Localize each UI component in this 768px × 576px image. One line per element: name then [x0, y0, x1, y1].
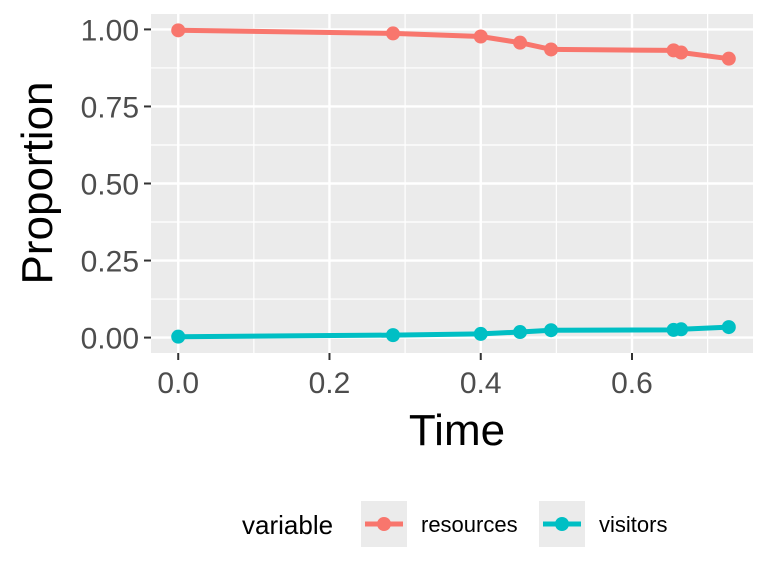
data-point-visitors	[674, 322, 689, 337]
y-axis-title: Proportion	[13, 81, 62, 284]
data-point-visitors	[171, 329, 186, 344]
legend-label-resources: resources	[421, 512, 518, 537]
x-axis-title: Time	[409, 406, 505, 455]
x-axis: 0.0 0.2 0.4 0.6	[157, 353, 653, 400]
x-tick-label: 0.2	[309, 367, 351, 400]
legend-items: resources visitors	[361, 501, 667, 547]
y-tick-label: 0.25	[81, 246, 139, 279]
x-tick-label: 0.4	[460, 367, 502, 400]
legend-key-point-resources	[377, 517, 391, 531]
x-tick-label: 0.0	[157, 367, 199, 400]
y-axis: 0.00 0.25 0.50 0.75 1.00	[81, 14, 151, 356]
legend-label-visitors: visitors	[599, 512, 667, 537]
data-point-resources	[386, 26, 401, 41]
y-tick-label: 0.50	[81, 169, 139, 202]
data-point-visitors	[721, 320, 736, 335]
legend-key-point-visitors	[555, 517, 569, 531]
data-point-resources	[513, 35, 528, 50]
data-point-resources	[473, 29, 488, 44]
y-tick-label: 0.75	[81, 91, 139, 124]
series-layer	[171, 23, 736, 344]
y-tick-label: 0.00	[81, 323, 139, 356]
data-point-visitors	[544, 323, 559, 338]
data-point-resources	[674, 45, 689, 60]
data-point-resources	[721, 51, 736, 66]
legend-title: variable	[242, 510, 333, 540]
legend: variable resources visitors	[242, 501, 667, 547]
data-point-visitors	[386, 328, 401, 343]
y-tick-label: 1.00	[81, 14, 139, 47]
data-point-resources	[544, 42, 559, 57]
x-tick-label: 0.6	[611, 367, 653, 400]
data-point-visitors	[513, 325, 528, 340]
grid-major	[151, 14, 753, 353]
data-point-visitors	[473, 326, 488, 341]
data-point-resources	[171, 23, 186, 38]
